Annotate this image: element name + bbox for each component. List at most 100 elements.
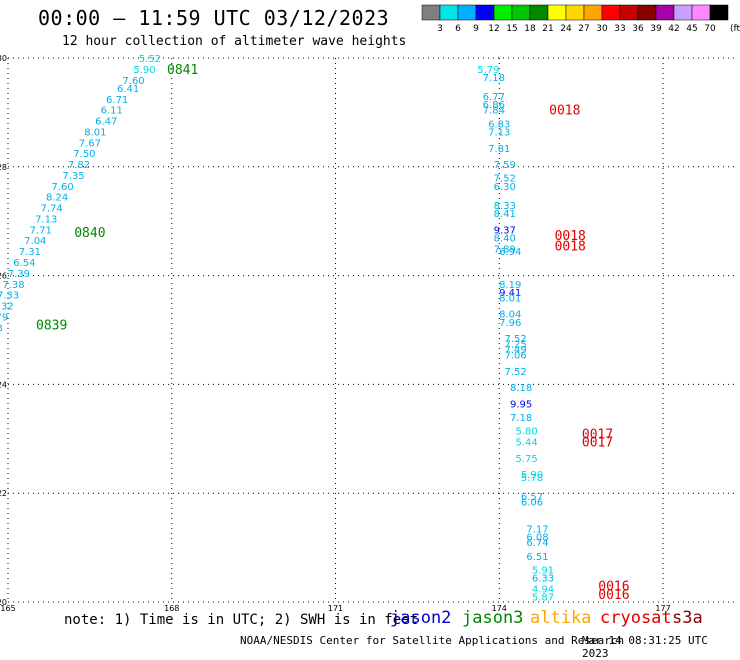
pass-time-label: 0018	[549, 104, 580, 119]
pass-time-label: 0839	[36, 319, 67, 334]
swh-label: 6.86	[483, 100, 505, 111]
pass-time-label: 0840	[74, 226, 105, 241]
scale-label: 3	[437, 24, 443, 34]
swh-label: 6.71	[106, 95, 128, 106]
swh-label: 6.57	[521, 492, 543, 503]
swh-label: 5.90	[521, 470, 543, 481]
swh-label: 6.83	[488, 119, 510, 130]
swh-label: 7.32	[0, 302, 14, 313]
swh-label: 4.94	[532, 584, 554, 595]
swh-label: 8.01	[84, 127, 106, 138]
swh-label: 6.47	[95, 117, 117, 128]
pass-time-label: 0017	[582, 427, 613, 442]
swh-label: 7.82	[68, 160, 90, 171]
swh-label: 7.13	[35, 214, 57, 225]
swh-label: 7.33	[0, 291, 19, 302]
swh-label: 5.80	[515, 427, 537, 438]
wave-height-map: 1651681711741773028262422205.525.907.606…	[0, 54, 734, 612]
swh-label: 7.52	[505, 334, 527, 345]
scale-unit: (ft)	[730, 24, 740, 34]
scale-label: 9	[473, 24, 479, 34]
swh-label: 6.77	[483, 92, 505, 103]
pass-time-label: 0018	[555, 229, 586, 244]
swh-label: 7.04	[24, 236, 46, 247]
swh-label: 7.67	[79, 138, 101, 149]
swh-label: 5.91	[532, 565, 554, 576]
swh-label: 7.31	[19, 247, 41, 258]
swh-label: 7.17	[526, 525, 548, 536]
swh-label: 7.81	[488, 144, 510, 155]
lat-tick-label: 30	[0, 54, 7, 63]
generated-timestamp: Mar 14 08:31:25 UTC 2023	[582, 634, 708, 660]
swh-label: 9.37	[494, 225, 516, 236]
scale-label: 21	[542, 24, 553, 34]
swh-label: 6.88	[0, 323, 3, 334]
swh-label: 6.06	[521, 497, 543, 508]
lon-tick-label: 168	[164, 604, 179, 612]
swh-label: 6.94	[499, 247, 521, 258]
pass-time-label: 0016	[598, 580, 629, 595]
swh-label: 9.95	[510, 399, 532, 410]
swh-label: 5.52	[139, 54, 161, 65]
swh-label: 7.84	[483, 106, 505, 117]
swh-label: 6.30	[494, 182, 516, 193]
swh-label: 7.35	[62, 171, 84, 182]
lat-tick-label: 24	[0, 380, 7, 389]
lat-tick-label: 28	[0, 163, 7, 172]
credit-line: NOAA/NESDIS Center for Satellite Applica…	[240, 634, 625, 647]
lon-tick-label: 174	[492, 604, 507, 612]
swh-label: 7.60	[122, 76, 144, 87]
pass-time-label: 0017	[582, 436, 613, 451]
swh-label: 8.04	[499, 310, 521, 321]
scale-label: 70	[704, 24, 716, 34]
swh-label: 5.75	[515, 454, 537, 465]
swh-label: 6.11	[101, 106, 123, 117]
swh-label: 7.96	[499, 318, 521, 329]
swh-label: 7.60	[51, 182, 73, 193]
swh-label: 6.33	[532, 574, 554, 585]
legend-altika: altika	[530, 608, 592, 628]
swh-label: 7.89	[494, 244, 516, 255]
swh-label: 9.41	[499, 288, 521, 299]
swh-label: 7.49	[505, 345, 527, 356]
scale-label: 39	[650, 24, 662, 34]
scale-label: 6	[455, 24, 461, 34]
lon-tick-label: 177	[655, 604, 670, 612]
scale-swatch	[709, 4, 729, 21]
scale-label: 30	[596, 24, 608, 34]
pass-time-label: 0841	[167, 63, 198, 78]
legend-jason2: jason2	[390, 608, 452, 628]
lat-tick-label: 22	[0, 489, 7, 498]
swh-label: 7.25	[505, 340, 527, 351]
swh-label: 6.74	[526, 538, 548, 549]
swh-label: 8.01	[499, 293, 521, 304]
swh-label: 7.18	[483, 73, 505, 84]
swh-label: 6.54	[13, 258, 35, 269]
pass-time-label: 0016	[598, 588, 629, 603]
swh-label: 7.52	[505, 367, 527, 378]
lat-tick-label: 26	[0, 272, 7, 281]
legend-jason3: jason3	[462, 608, 524, 628]
swh-label: 5.90	[133, 65, 155, 76]
swh-label: 5.79	[477, 65, 499, 76]
legend-cryosat: cryosat	[600, 608, 672, 628]
swh-label: 7.59	[494, 160, 516, 171]
swh-label: 7.52	[494, 174, 516, 185]
scale-label: 12	[488, 24, 499, 34]
lon-tick-label: 165	[0, 604, 15, 612]
lon-tick-label: 171	[328, 604, 343, 612]
swh-label: 6.51	[526, 552, 548, 563]
map-subtitle: 12 hour collection of altimeter wave hei…	[62, 34, 407, 49]
swh-label: 7.38	[2, 280, 24, 291]
scale-label: 36	[632, 24, 644, 34]
scale-label: 18	[524, 24, 536, 34]
swh-label: 7.74	[41, 204, 63, 215]
swh-label: 5.78	[521, 473, 543, 484]
pass-time-label: 0018	[555, 240, 586, 255]
footer-note: note: 1) Time is in UTC; 2) SWH is in fe…	[64, 612, 419, 628]
swh-label: 8.41	[494, 209, 516, 220]
map-title: 00:00 – 11:59 UTC 03/12/2023	[38, 6, 390, 30]
swh-label: 7.71	[30, 225, 52, 236]
scale-label: 24	[560, 24, 572, 34]
swh-label: 8.40	[494, 234, 516, 245]
